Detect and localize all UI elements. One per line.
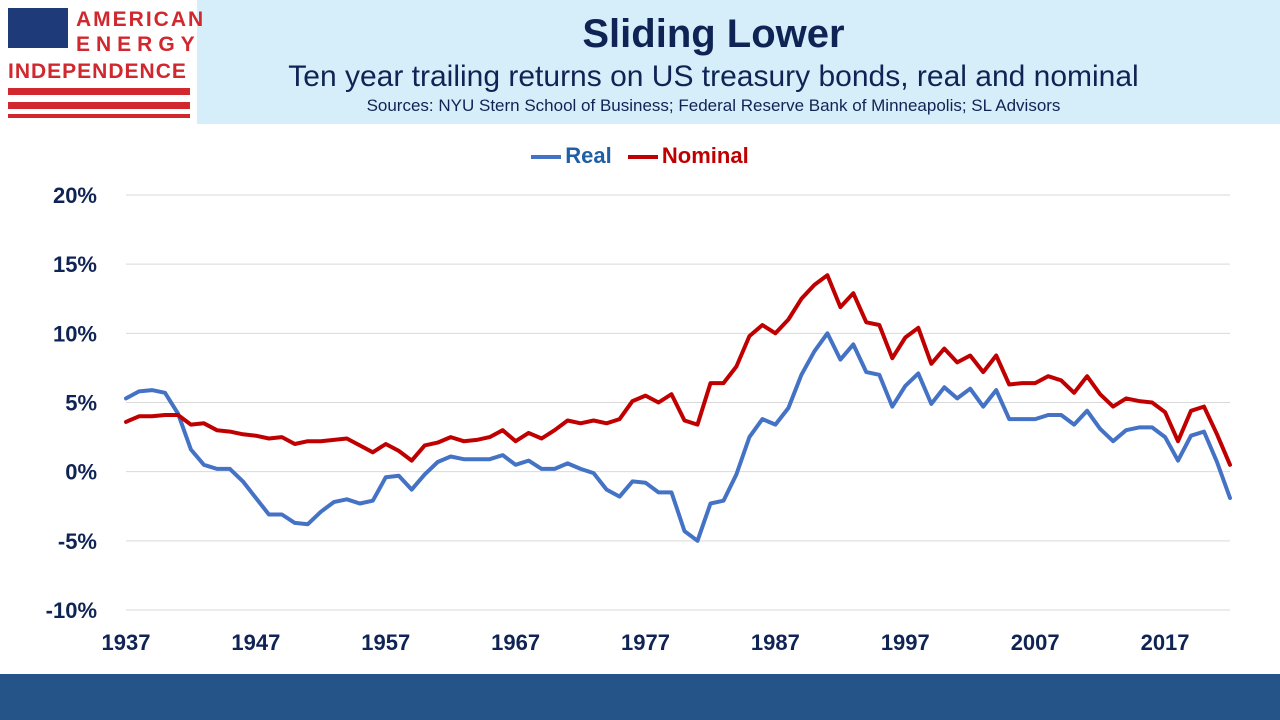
logo-stripe bbox=[8, 102, 190, 109]
logo-line-2: ENERGY bbox=[76, 33, 201, 56]
y-axis-ticks: -10% -5% 0% 5% 10% 15% 20% bbox=[46, 183, 97, 623]
x-tick-label: 1947 bbox=[231, 630, 280, 655]
legend-label-nominal: Nominal bbox=[661, 143, 749, 168]
logo-line-3: INDEPENDENCE bbox=[8, 60, 187, 83]
series-lines bbox=[124, 273, 1232, 543]
series-line-real bbox=[124, 331, 1232, 543]
x-axis-ticks: 1937 1947 1957 1967 1977 1987 1997 2007 2017 bbox=[102, 630, 1190, 655]
legend-item-nominal: Nominal bbox=[627, 143, 749, 169]
legend-label-real: Real bbox=[565, 143, 612, 168]
x-tick-label: 1967 bbox=[491, 630, 540, 655]
footer-band bbox=[0, 674, 1280, 720]
y-tick-label: -10% bbox=[46, 598, 97, 623]
legend-swatch-real bbox=[531, 155, 562, 160]
y-tick-label: 15% bbox=[53, 252, 97, 277]
x-tick-label: 1957 bbox=[361, 630, 410, 655]
x-tick-label: 1977 bbox=[621, 630, 670, 655]
line-chart: -10% -5% 0% 5% 10% 15% 20% 1937 1947 1957 1967 197… bbox=[46, 183, 1232, 655]
x-tick-label: 2017 bbox=[1141, 630, 1190, 655]
y-tick-label: 10% bbox=[53, 321, 97, 346]
chart-subtitle: Ten year trailing returns on US treasury… bbox=[288, 60, 1139, 93]
y-tick-label: 20% bbox=[53, 183, 97, 208]
x-tick-label: 1937 bbox=[102, 630, 151, 655]
header-band bbox=[197, 0, 1280, 124]
logo-stripe bbox=[8, 88, 190, 95]
legend-swatch-nominal bbox=[627, 155, 658, 160]
x-tick-label: 1987 bbox=[751, 630, 800, 655]
x-tick-label: 1997 bbox=[881, 630, 930, 655]
x-tick-label: 2007 bbox=[1011, 630, 1060, 655]
chart-title: Sliding Lower bbox=[582, 12, 845, 56]
gridlines bbox=[126, 194, 1230, 611]
series-line-nominal bbox=[124, 273, 1232, 467]
chart-legend: Real Nominal bbox=[0, 143, 1280, 169]
legend-item-real: Real bbox=[531, 143, 612, 169]
chart-sources: Sources: NYU Stern School of Business; F… bbox=[366, 96, 1061, 115]
logo-line-1: AMERICAN bbox=[76, 8, 206, 31]
y-tick-label: 5% bbox=[65, 391, 97, 416]
flag-icon bbox=[8, 8, 68, 48]
american-energy-independence-logo: AMERICAN ENERGY INDEPENDENCE bbox=[8, 8, 203, 120]
y-tick-label: -5% bbox=[58, 529, 97, 554]
y-tick-label: 0% bbox=[65, 460, 97, 485]
logo-stripe bbox=[8, 114, 190, 118]
